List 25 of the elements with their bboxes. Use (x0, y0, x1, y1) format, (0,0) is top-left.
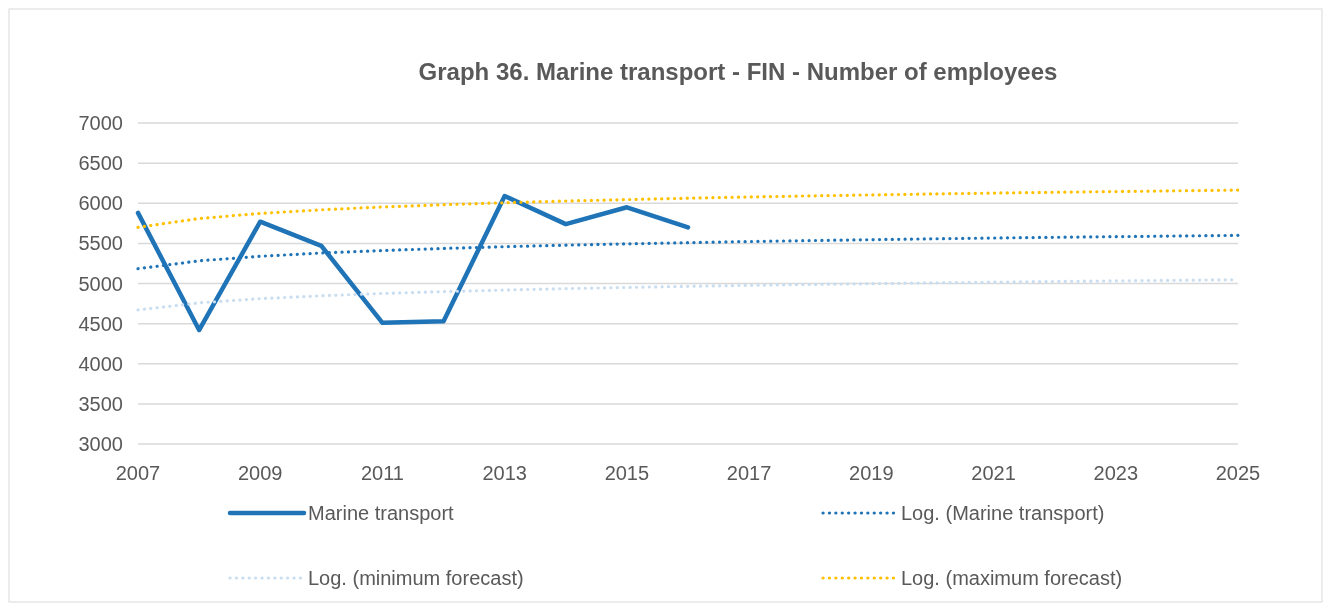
x-tick-label: 2013 (482, 462, 527, 484)
y-tick-label: 4000 (78, 352, 123, 375)
x-tick-label: 2017 (726, 462, 772, 484)
legend-label: Log. (minimum forecast) (308, 567, 524, 589)
y-tick-label: 4500 (78, 312, 123, 335)
x-tick-label: 2011 (360, 462, 404, 484)
y-tick-label: 3000 (78, 433, 123, 455)
x-tick-label: 2015 (604, 462, 650, 484)
x-tick-label: 2023 (1093, 462, 1139, 484)
y-tick-label: 5500 (78, 232, 123, 255)
line-series (136, 188, 1240, 229)
legend-label: Marine transport (308, 502, 455, 524)
y-tick-label: 3500 (78, 392, 123, 415)
legend-label: Log. (Marine transport) (901, 502, 1105, 524)
x-tick-label: 2019 (849, 462, 894, 484)
x-tick-label: 2025 (1215, 462, 1261, 484)
y-tick-label: 6000 (78, 192, 123, 215)
x-tick-label: 2009 (237, 462, 283, 484)
chart-title: Graph 36. Marine transport - FIN - Number of employees (418, 58, 1058, 85)
y-tick-label: 7000 (78, 112, 123, 134)
x-tick-label: 2021 (971, 462, 1016, 484)
y-tick-label: 5000 (78, 272, 123, 295)
x-tick-label: 2007 (115, 462, 161, 484)
legend-label: Log. (maximum forecast) (901, 567, 1123, 589)
y-tick-label: 6500 (78, 152, 123, 175)
